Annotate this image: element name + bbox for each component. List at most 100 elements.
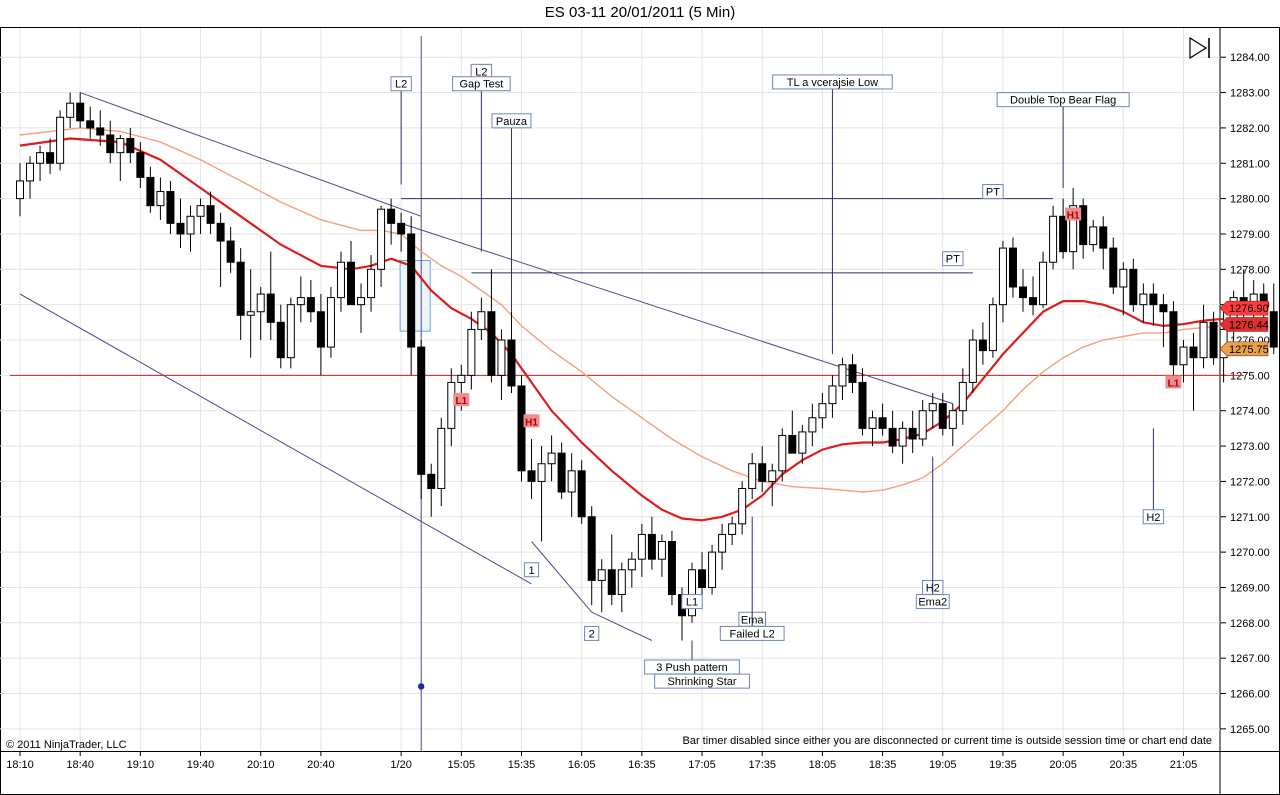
annotation: Gap Test: [452, 76, 511, 252]
annotation-box: [1142, 509, 1165, 525]
annotation-box: [996, 92, 1130, 108]
candle-body-down: [507, 339, 516, 387]
annotation-label: Double Top Bear Flag: [1010, 95, 1116, 107]
candle: [958, 368, 967, 425]
candle-body-down: [86, 120, 95, 129]
annotation-label: Pauza: [496, 116, 528, 128]
time-tick-label: 20:05: [1049, 759, 1077, 771]
candle-body-up: [296, 297, 305, 306]
candle-body-up: [286, 304, 295, 359]
candle-body-up: [437, 427, 446, 489]
time-tick-label: 18:40: [66, 759, 94, 771]
candle: [437, 417, 446, 507]
candle: [968, 329, 977, 394]
candle: [467, 311, 476, 390]
candle-body-down: [938, 403, 947, 429]
annotation-label: 2: [589, 628, 595, 640]
candle: [397, 212, 406, 252]
annotation-label: Ema2: [918, 597, 947, 609]
candle: [1169, 301, 1178, 376]
candle-body-up: [116, 138, 125, 154]
annotation-box: [982, 184, 1004, 200]
candle-body-down: [146, 176, 155, 207]
annotation-box: [654, 673, 750, 689]
annotation-box: [491, 113, 532, 129]
time-tick-label: 17:05: [688, 759, 716, 771]
candle: [146, 166, 155, 213]
time-tick-label: 19:10: [127, 759, 155, 771]
candle-body-down: [1059, 215, 1068, 253]
candle: [647, 516, 656, 570]
skip-to-end-icon[interactable]: [1189, 36, 1210, 60]
candle-body-up: [1039, 261, 1048, 306]
signal-marker-label: L1: [455, 396, 467, 407]
time-tick-label: 19:40: [187, 759, 215, 771]
grid: [0, 28, 1220, 751]
trendline: [80, 92, 422, 217]
candle: [1069, 188, 1078, 270]
candle: [607, 534, 616, 606]
candle: [1209, 311, 1218, 365]
annotation: H2: [1142, 428, 1165, 525]
annotation-label: Shrinking Star: [667, 676, 736, 688]
candle-body-down: [346, 261, 355, 306]
candle: [868, 410, 877, 447]
candle-body-down: [577, 470, 586, 518]
price-tick-label: 1284.00: [1230, 52, 1270, 64]
price-tick-label: 1266.00: [1230, 689, 1270, 701]
candle: [216, 212, 225, 287]
signal-marker-bg: [1065, 207, 1082, 221]
candle: [156, 177, 165, 220]
candle: [226, 226, 235, 273]
time-axis: 18:10 18:40 19:10 19:40 20:10 20:40 1/20 15:05 1…: [6, 751, 1197, 771]
candle-body-down: [226, 240, 235, 263]
candle: [1029, 276, 1038, 316]
candle-body-down: [788, 434, 797, 454]
candle: [547, 435, 556, 482]
time-tick-label: 20:35: [1110, 759, 1138, 771]
candle: [326, 286, 335, 358]
trendline: [531, 541, 593, 613]
time-tick-label: 15:35: [508, 759, 536, 771]
candle: [848, 354, 857, 394]
price-label-bg: [1219, 300, 1269, 316]
signal-marker-bg: [453, 393, 470, 407]
candle: [808, 403, 817, 447]
candle-body-up: [1069, 205, 1078, 253]
candle-body-down: [316, 311, 325, 348]
annotation: PT: [942, 251, 964, 267]
candle-body-down: [1189, 346, 1198, 359]
candle-body-up: [56, 116, 65, 164]
candle: [367, 255, 376, 312]
candle: [306, 279, 315, 323]
candle: [417, 340, 426, 500]
candle: [657, 534, 666, 577]
candle-body-up: [547, 452, 556, 465]
candle: [888, 410, 897, 454]
candle: [1179, 340, 1188, 383]
annotation: L2: [470, 63, 493, 79]
candle-body-down: [1099, 226, 1108, 249]
candle: [517, 375, 526, 482]
candle-body-up: [1179, 346, 1188, 366]
candle: [236, 248, 245, 341]
candle-body-down: [878, 417, 887, 429]
moving-averages: [19, 127, 1224, 522]
candle: [998, 241, 1007, 323]
candle-body-up: [16, 180, 24, 200]
candle-body-down: [667, 541, 676, 596]
price-tick-label: 1283.00: [1230, 88, 1270, 100]
annotation-box: [390, 76, 412, 92]
annotation-label: Gap Test: [459, 79, 503, 91]
price-tick-label: 1278.00: [1230, 264, 1270, 276]
price-tick-label: 1265.00: [1230, 724, 1270, 736]
annotation-label: L1: [686, 597, 698, 609]
candle: [728, 516, 737, 546]
price-label-tag: 1275.75: [1219, 341, 1269, 357]
candle: [497, 329, 506, 401]
price-tick-label: 1273.00: [1230, 441, 1270, 453]
candle-body-up: [838, 364, 847, 387]
candle: [1199, 304, 1208, 369]
